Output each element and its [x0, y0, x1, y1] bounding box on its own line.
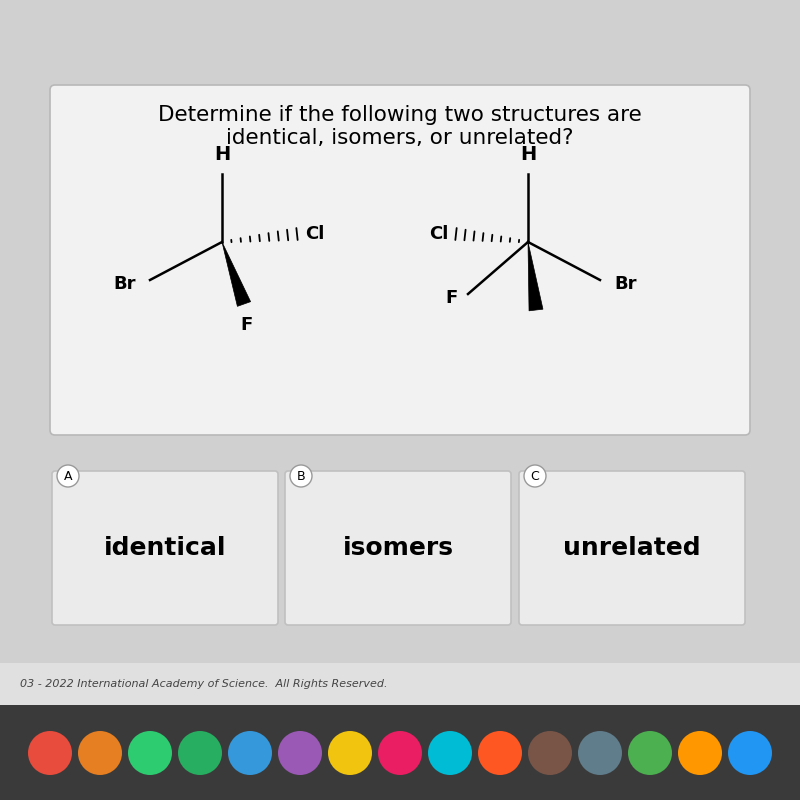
Text: F: F: [240, 316, 252, 334]
Text: identical: identical: [104, 536, 226, 560]
Circle shape: [278, 731, 322, 775]
Bar: [0, 663, 800, 705]
Circle shape: [524, 465, 546, 487]
Text: H: H: [520, 145, 536, 164]
Text: Determine if the following two structures are: Determine if the following two structure…: [158, 105, 642, 125]
Circle shape: [28, 731, 72, 775]
Text: F: F: [446, 289, 458, 307]
Text: 03 - 2022 International Academy of Science.  All Rights Reserved.: 03 - 2022 International Academy of Scien…: [20, 679, 387, 689]
Circle shape: [228, 731, 272, 775]
Polygon shape: [222, 242, 250, 306]
Text: isomers: isomers: [342, 536, 454, 560]
Circle shape: [128, 731, 172, 775]
Text: unrelated: unrelated: [563, 536, 701, 560]
Circle shape: [290, 465, 312, 487]
FancyBboxPatch shape: [50, 85, 750, 435]
Circle shape: [728, 731, 772, 775]
Text: Br: Br: [614, 275, 637, 293]
Circle shape: [578, 731, 622, 775]
Text: Br: Br: [114, 275, 136, 293]
FancyBboxPatch shape: [285, 471, 511, 625]
Text: B: B: [297, 470, 306, 482]
Circle shape: [478, 731, 522, 775]
Circle shape: [378, 731, 422, 775]
Circle shape: [528, 731, 572, 775]
Circle shape: [57, 465, 79, 487]
Circle shape: [328, 731, 372, 775]
Circle shape: [178, 731, 222, 775]
Bar: [0, 705, 800, 800]
Circle shape: [678, 731, 722, 775]
Circle shape: [428, 731, 472, 775]
FancyBboxPatch shape: [519, 471, 745, 625]
Text: A: A: [64, 470, 72, 482]
Text: C: C: [530, 470, 539, 482]
Text: H: H: [214, 145, 230, 164]
Circle shape: [78, 731, 122, 775]
Polygon shape: [528, 242, 543, 311]
Circle shape: [628, 731, 672, 775]
Text: Cl: Cl: [429, 225, 448, 243]
FancyBboxPatch shape: [52, 471, 278, 625]
Text: identical, isomers, or unrelated?: identical, isomers, or unrelated?: [226, 128, 574, 148]
Text: Cl: Cl: [305, 225, 324, 243]
